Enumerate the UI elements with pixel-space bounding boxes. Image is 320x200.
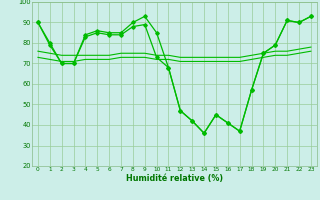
X-axis label: Humidité relative (%): Humidité relative (%)	[126, 173, 223, 182]
